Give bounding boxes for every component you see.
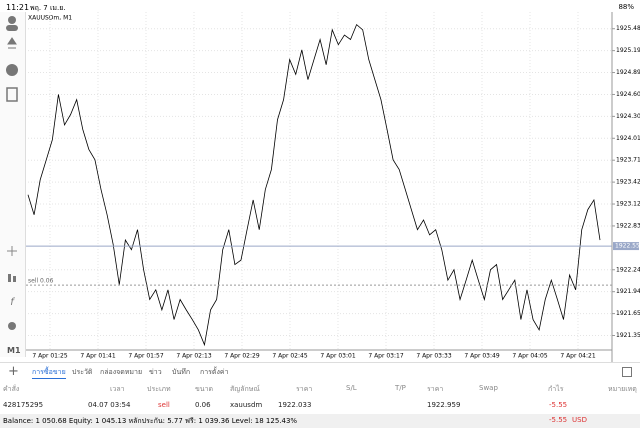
column-header: Swap: [479, 384, 498, 392]
column-header: ราคา: [296, 385, 313, 393]
column-header: สัญลักษณ์: [230, 385, 260, 393]
cell-type: sell: [158, 401, 170, 409]
column-header: ประเภท: [147, 385, 171, 393]
tab[interactable]: การซื้อขาย: [32, 367, 66, 379]
y-tick-label: 1923.420: [616, 179, 640, 186]
toolbar-icons: f: [6, 16, 18, 330]
add-button[interactable]: +: [8, 364, 19, 379]
svg-text:f: f: [10, 297, 15, 308]
tab[interactable]: ประวัติ: [72, 368, 93, 376]
tab[interactable]: บันทึก: [172, 368, 191, 376]
column-header: ขนาด: [195, 385, 214, 393]
x-tick-label: 7 Apr 02:29: [224, 353, 259, 360]
balance: Balance: 1 050.68 Equity: 1 045.13 หลักป…: [3, 417, 298, 425]
x-tick-label: 7 Apr 01:57: [128, 353, 163, 360]
y-tick-label: 1921.945: [616, 288, 640, 295]
x-tick-label: 7 Apr 01:41: [80, 353, 115, 360]
timeframe[interactable]: M1: [7, 346, 21, 355]
y-tick-label: 1925.485: [616, 25, 640, 32]
order-label: sell 0.06: [28, 278, 54, 285]
y-tick-label: 1923.125: [616, 201, 640, 208]
x-tick-label: 7 Apr 03:49: [464, 353, 499, 360]
y-tick-label: 1921.650: [616, 310, 640, 317]
y-tick-label: 1924.010: [616, 135, 640, 142]
y-tick-label: 1924.305: [616, 113, 640, 120]
current-price-label: 1922.559: [615, 243, 640, 250]
current-price-box: [613, 242, 639, 251]
column-header: ราคา: [427, 385, 444, 393]
y-tick-label: 1923.715: [616, 157, 640, 164]
column-header: S/L: [346, 384, 357, 392]
tab[interactable]: กล่องจดหมาย: [100, 368, 143, 376]
x-tick-label: 7 Apr 03:17: [368, 353, 403, 360]
column-header: เวลา: [110, 385, 125, 393]
y-tick-label: 1924.600: [616, 91, 640, 98]
left-toolbar: f M1: [0, 12, 26, 357]
currency: USD: [572, 416, 587, 424]
total-profit: -5.55: [549, 416, 568, 424]
tab-bar: + การซื้อขาย ประวัติ กล่องจดหมาย ข่าว บันทึก…: [0, 362, 640, 381]
x-tick-label: 7 Apr 01:25: [32, 353, 67, 360]
x-tick-label: 7 Apr 02:45: [272, 353, 307, 360]
cell-profit: -5.55: [549, 401, 568, 409]
price-line: [27, 23, 601, 347]
column-header: กำไร: [548, 385, 564, 393]
x-tick-label: 7 Apr 03:01: [320, 353, 355, 360]
cell-open-price: 1922.033: [278, 401, 312, 409]
time: 11:21: [6, 3, 30, 12]
cell-time: 04.07 03:54: [88, 401, 131, 409]
cell-size: 0.06: [195, 401, 211, 409]
y-tick-label: 1922.240: [616, 266, 640, 273]
cell-order: 428175295: [3, 401, 44, 409]
y-tick-label: 1924.895: [616, 69, 640, 76]
summary-bar: Balance: 1 050.68 Equity: 1 045.13 หลักป…: [0, 414, 640, 428]
x-tick-label: 7 Apr 02:13: [176, 353, 211, 360]
y-tick-label: 1922.830: [616, 222, 640, 229]
column-header: หมายเหตุ: [608, 385, 637, 393]
column-header: T/P: [395, 384, 406, 392]
x-tick-label: 7 Apr 04:21: [560, 353, 595, 360]
y-tick-label: 1925.190: [616, 47, 640, 54]
date: พฤ. 7 เม.ย.: [30, 4, 66, 12]
tab[interactable]: การตั้งค่า: [200, 368, 229, 376]
column-header: คำสั่ง: [3, 385, 20, 393]
chart: XAUUSDm, M1 1925.4851925.1901924.8951924…: [26, 12, 640, 362]
x-tick-label: 7 Apr 04:05: [512, 353, 547, 360]
x-tick-label: 7 Apr 03:33: [416, 353, 451, 360]
tab[interactable]: ข่าว: [149, 368, 162, 376]
battery: 88%: [618, 3, 634, 11]
cell-price: 1922.959: [427, 401, 461, 409]
panel-icon[interactable]: [622, 367, 632, 377]
cell-symbol: xauusdm: [230, 401, 263, 409]
y-tick-label: 1921.355: [616, 332, 640, 339]
